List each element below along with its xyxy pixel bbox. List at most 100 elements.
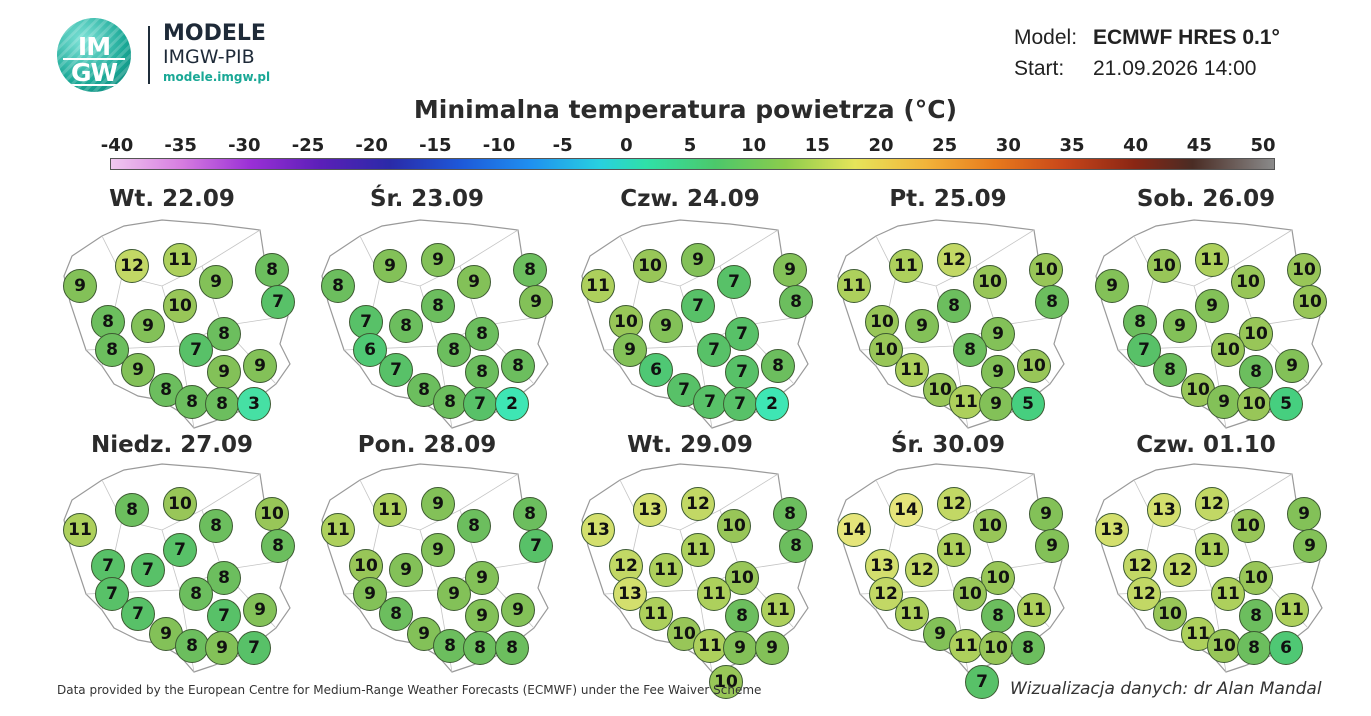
temperature-marker: 11 (697, 577, 731, 611)
temperature-marker: 10 (953, 577, 987, 611)
colorbar-tick-label: 25 (932, 135, 958, 156)
temperature-marker: 2 (755, 387, 789, 421)
temperature-marker: 10 (1239, 317, 1273, 351)
temperature-marker: 7 (723, 387, 757, 421)
temperature-marker: 8 (463, 631, 497, 665)
temperature-marker: 9 (421, 243, 455, 277)
temperature-marker: 10 (163, 289, 197, 323)
brand-url[interactable]: modele.imgw.pl (163, 70, 271, 84)
day-label: Wt. 29.09 (627, 432, 753, 458)
logo-text-top: IM (77, 32, 111, 61)
temperature-marker: 12 (1195, 487, 1229, 521)
temperature-marker: 8 (179, 577, 213, 611)
temperature-marker: 8 (457, 509, 491, 543)
day-label: Pon. 28.09 (357, 432, 497, 458)
temperature-marker: 9 (519, 285, 553, 319)
logo-text-bottom: GW (70, 58, 118, 87)
temperature-marker: 8 (761, 349, 795, 383)
temperature-marker: 11 (373, 493, 407, 527)
temperature-marker: 11 (321, 513, 355, 547)
colorbar-tick-label: -40 (100, 135, 134, 156)
temperature-marker: 7 (379, 353, 413, 387)
temperature-marker: 9 (465, 599, 499, 633)
temperature-marker: 11 (889, 249, 923, 283)
temperature-marker: 8 (379, 597, 413, 631)
temperature-marker: 11 (949, 629, 983, 663)
day-label: Pt. 25.09 (889, 186, 1007, 212)
temperature-marker: 10 (1239, 561, 1273, 595)
temperature-marker: 8 (261, 529, 295, 563)
temperature-marker: 12 (609, 549, 643, 583)
temperature-marker: 8 (255, 253, 289, 287)
temperature-marker: 10 (349, 549, 383, 583)
temperature-marker: 8 (1239, 599, 1273, 633)
temperature-marker: 8 (1237, 631, 1271, 665)
temperature-marker: 3 (237, 387, 271, 421)
brand-subtitle: IMGW-PIB (163, 46, 255, 68)
temperature-marker: 13 (633, 493, 667, 527)
temperature-marker: 8 (207, 317, 241, 351)
colorbar-tick-label: 20 (868, 135, 894, 156)
temperature-marker: 14 (889, 493, 923, 527)
temperature-marker: 8 (115, 493, 149, 527)
temperature-marker: 9 (905, 309, 939, 343)
temperature-marker: 9 (979, 387, 1013, 421)
colorbar-tick-label: 0 (620, 135, 633, 156)
temperature-marker: 10 (163, 487, 197, 521)
imgw-logo: IM GW (57, 18, 131, 92)
model-label: Model: (1014, 26, 1078, 49)
temperature-marker: 12 (937, 487, 971, 521)
visualization-credit: Wizualizacja danych: dr Alan Mandal (1010, 679, 1322, 699)
colorbar-tick-label: -15 (419, 135, 452, 156)
temperature-marker: 7 (463, 387, 497, 421)
temperature-marker: 9 (121, 353, 155, 387)
temperature-marker: 8 (725, 599, 759, 633)
temperature-marker: 8 (773, 497, 807, 531)
day-label: Śr. 23.09 (369, 186, 485, 212)
temperature-marker: 11 (63, 513, 97, 547)
temperature-marker: 7 (697, 333, 731, 367)
temperature-marker: 10 (1211, 333, 1245, 367)
temperature-marker: 11 (895, 353, 929, 387)
temperature-marker: 8 (779, 285, 813, 319)
temperature-marker: 8 (175, 629, 209, 663)
temperature-marker: 10 (633, 249, 667, 283)
temperature-marker: 10 (1147, 249, 1181, 283)
temperature-marker: 9 (1029, 497, 1063, 531)
colorbar-tick-label: 10 (741, 135, 767, 156)
temperature-marker: 7 (519, 529, 553, 563)
temperature-marker: 7 (207, 599, 241, 633)
temperature-marker: 12 (1163, 553, 1197, 587)
temperature-marker: 10 (725, 561, 759, 595)
logo-separator (148, 26, 150, 84)
temperature-marker: 9 (755, 631, 789, 665)
temperature-marker: 9 (373, 249, 407, 283)
temperature-marker: 9 (1287, 497, 1321, 531)
temperature-marker: 12 (905, 553, 939, 587)
temperature-marker: 5 (1269, 387, 1303, 421)
temperature-marker: 9 (1293, 529, 1327, 563)
temperature-marker: 9 (1163, 309, 1197, 343)
temperature-marker: 9 (199, 265, 233, 299)
temperature-marker: 7 (725, 317, 759, 351)
temperature-marker: 9 (437, 577, 471, 611)
temperature-marker: 10 (1237, 387, 1271, 421)
temperature-marker: 8 (1011, 631, 1045, 665)
temperature-marker: 12 (1127, 577, 1161, 611)
temperature-marker: 11 (681, 533, 715, 567)
temperature-marker: 9 (457, 265, 491, 299)
temperature-marker: 8 (389, 309, 423, 343)
temperature-marker: 11 (1195, 533, 1229, 567)
temperature-marker: 10 (1153, 597, 1187, 631)
colorbar-tick-label: 15 (804, 135, 830, 156)
temperature-marker: 7 (121, 597, 155, 631)
day-label: Czw. 01.10 (1136, 432, 1276, 458)
temperature-marker: 7 (717, 265, 751, 299)
brand-title: MODELE (163, 21, 266, 46)
temperature-marker: 9 (681, 243, 715, 277)
colorbar-tick-label: -25 (291, 135, 325, 156)
temperature-marker: 14 (837, 513, 871, 547)
temperature-marker: 9 (243, 349, 277, 383)
temperature-marker: 12 (115, 249, 149, 283)
temperature-marker: 11 (639, 597, 673, 631)
